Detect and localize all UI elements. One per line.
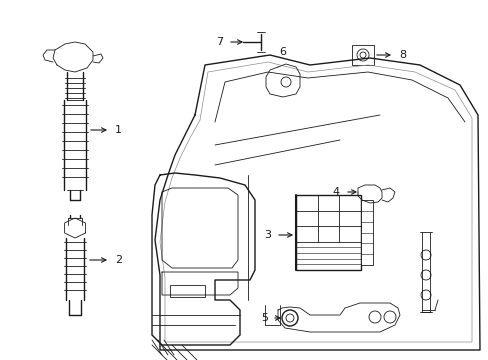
Text: 7: 7 xyxy=(215,37,223,47)
Text: 5: 5 xyxy=(261,313,267,323)
Bar xyxy=(351,45,373,65)
Circle shape xyxy=(282,310,297,326)
Text: 1: 1 xyxy=(115,125,122,135)
Bar xyxy=(170,285,204,297)
Text: 6: 6 xyxy=(279,47,286,57)
Bar xyxy=(360,200,372,265)
Text: 3: 3 xyxy=(264,230,270,240)
Text: 2: 2 xyxy=(115,255,122,265)
Bar xyxy=(295,195,360,270)
Text: 8: 8 xyxy=(398,50,406,60)
Text: 4: 4 xyxy=(332,187,339,197)
